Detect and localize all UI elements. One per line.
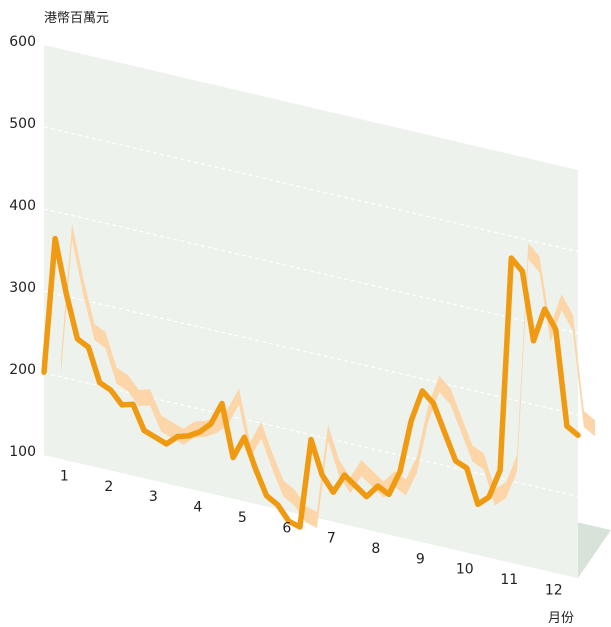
x-tick-label: 3 — [149, 489, 158, 505]
y-axis-ticks: 100 200 300 400 500 600 — [9, 34, 36, 460]
y-tick-label: 400 — [9, 198, 36, 214]
x-tick-label: 8 — [371, 541, 380, 557]
x-tick-label: 10 — [456, 562, 474, 578]
x-tick-label: 7 — [327, 531, 336, 547]
y-tick-label: 200 — [9, 362, 36, 378]
y-axis-title: 港幣百萬元 — [44, 11, 109, 26]
y-tick-label: 300 — [9, 280, 36, 296]
x-tick-label: 12 — [545, 582, 563, 598]
y-tick-label: 600 — [9, 34, 36, 50]
gridlines — [43, 126, 579, 497]
series-line — [41, 235, 581, 530]
x-tick-label: 1 — [60, 469, 69, 485]
gridline-500 — [43, 126, 579, 253]
gridline-400 — [43, 208, 579, 334]
x-tick-label: 4 — [193, 500, 202, 516]
x-tick-label: 6 — [282, 520, 291, 536]
x-tick-label: 2 — [104, 479, 113, 495]
gridline-300 — [43, 290, 579, 416]
y-tick-label: 500 — [9, 116, 36, 132]
x-tick-label: 9 — [416, 551, 425, 567]
x-tick-label: 11 — [500, 572, 518, 588]
y-tick-label: 100 — [9, 444, 36, 460]
x-axis-title: 月份 — [548, 611, 574, 626]
chart-back-wall — [44, 45, 578, 578]
x-tick-label: 5 — [238, 510, 247, 526]
